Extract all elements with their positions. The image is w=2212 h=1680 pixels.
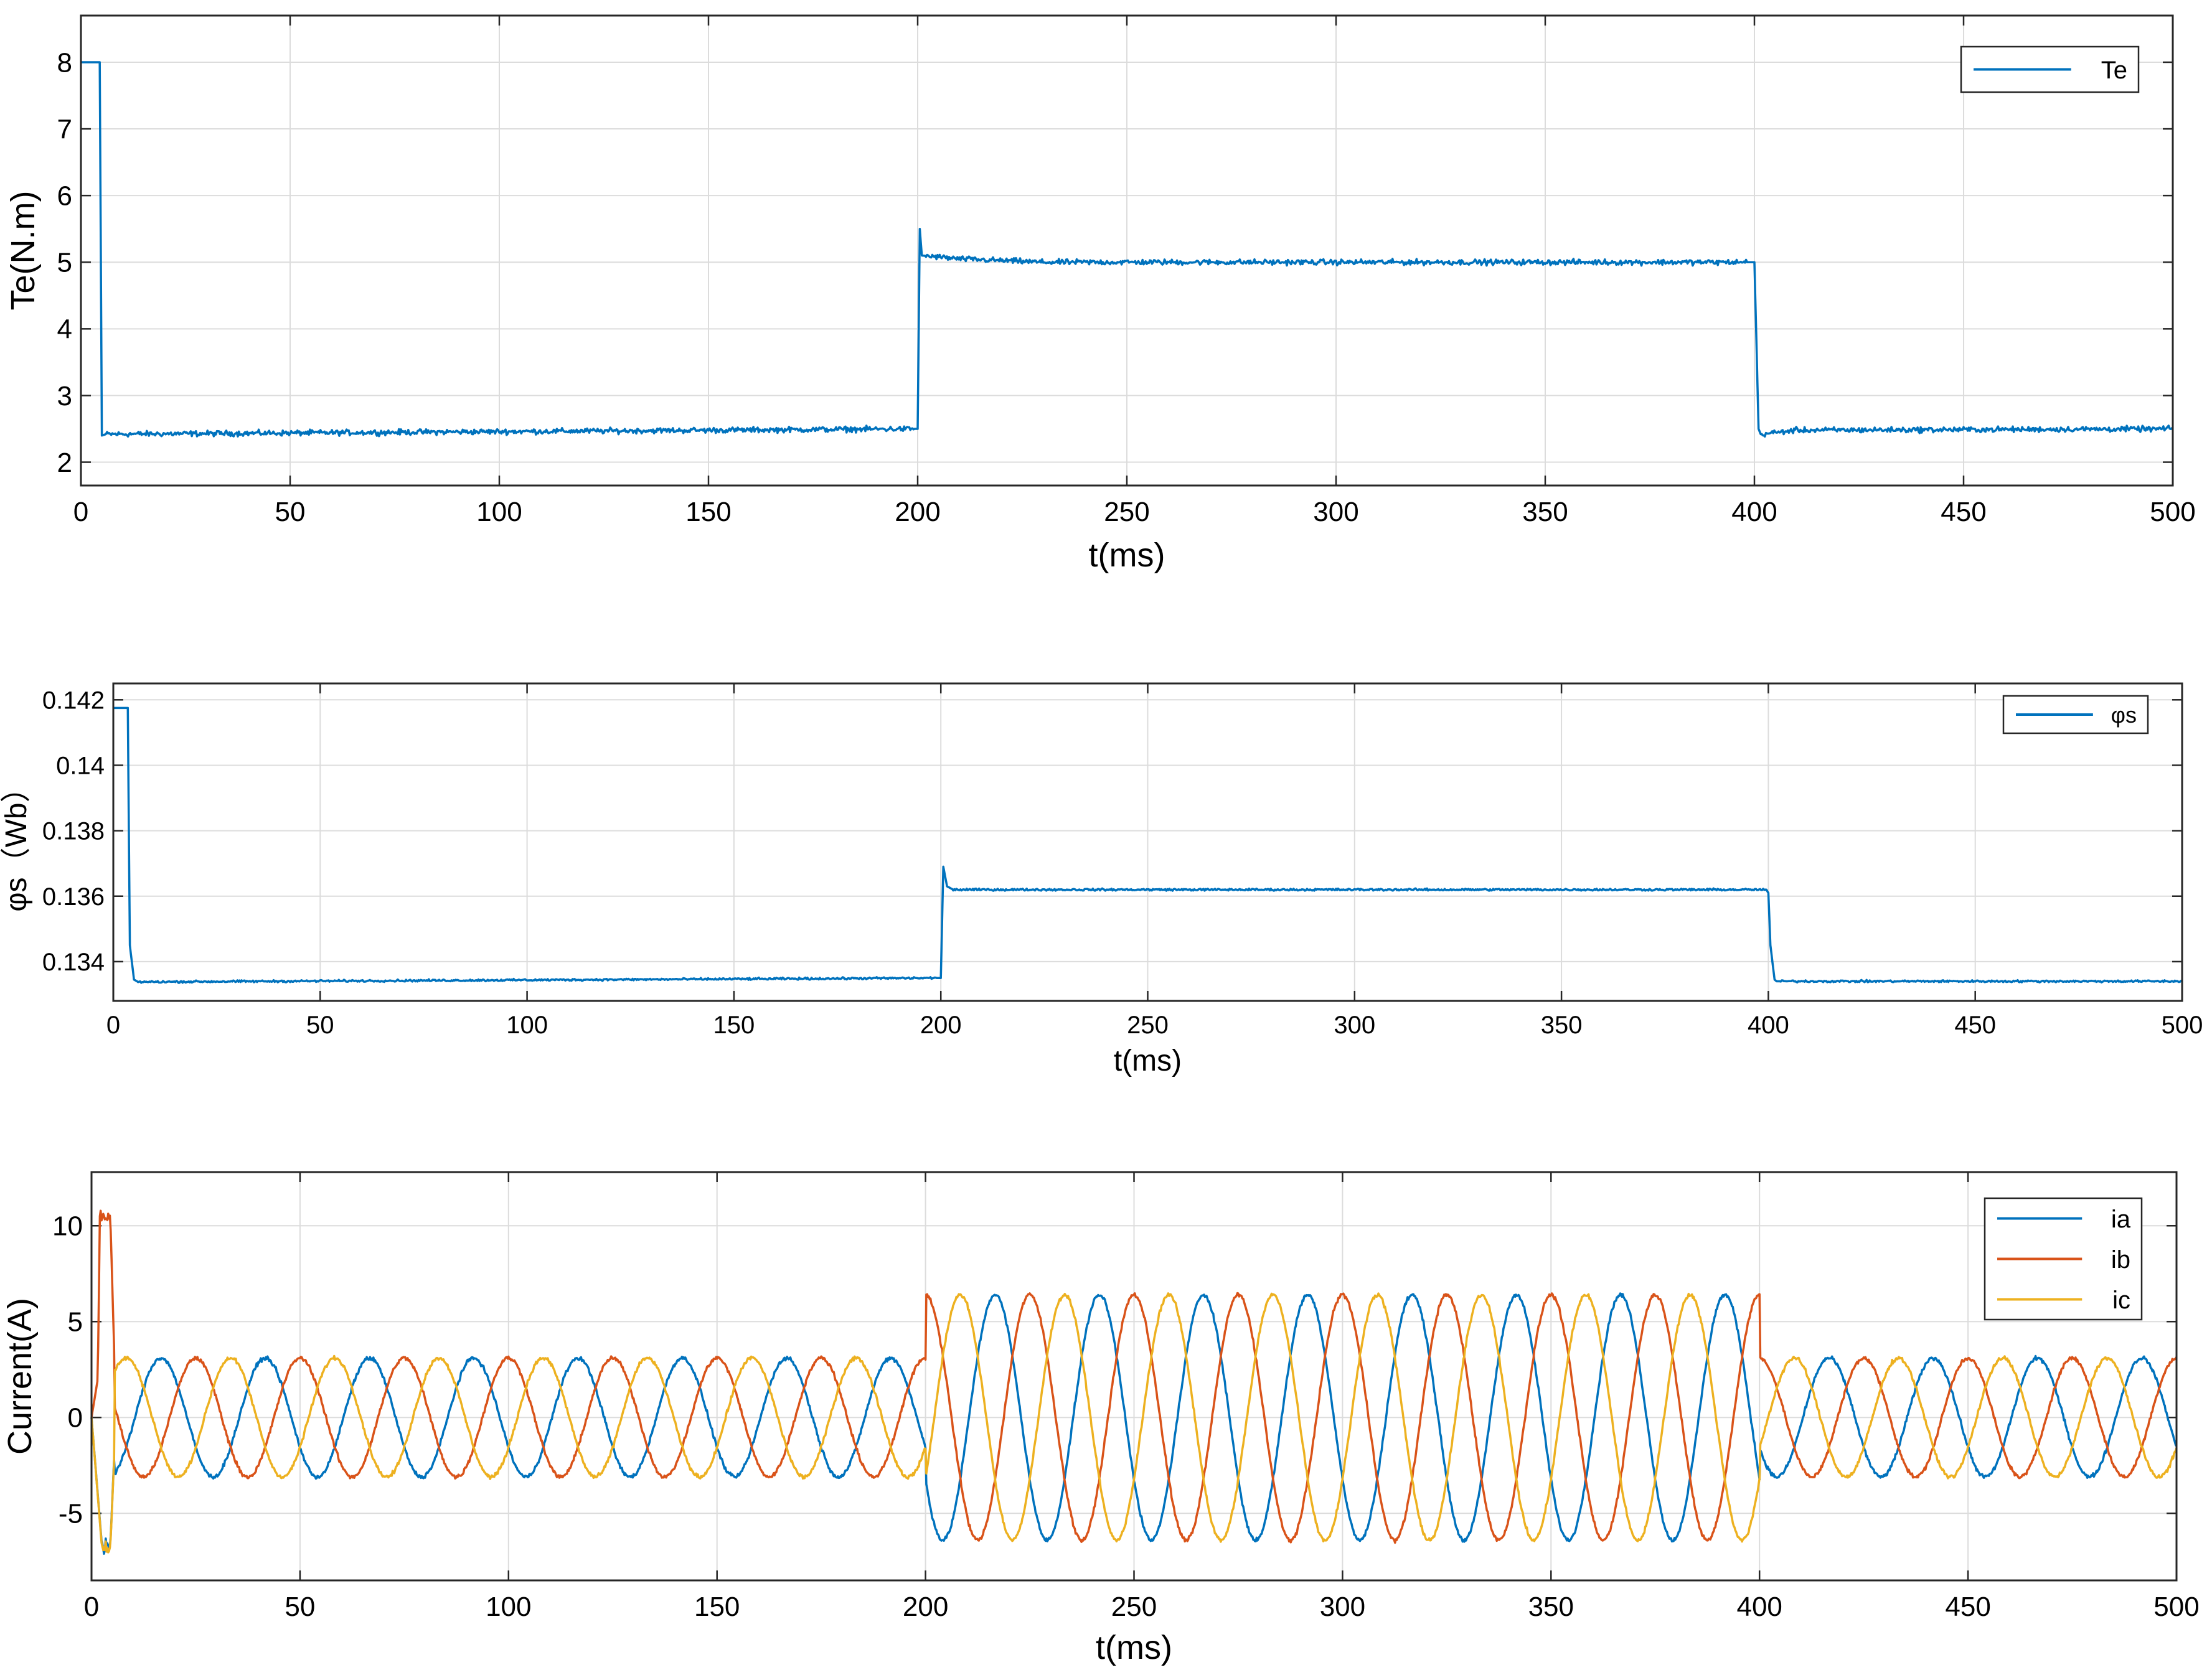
x-tick-label: 400 bbox=[1736, 1592, 1782, 1622]
x-tick-label: 150 bbox=[685, 497, 731, 527]
y-axis-label: φs（Wb） bbox=[0, 772, 33, 911]
x-tick-label: 250 bbox=[1111, 1592, 1157, 1622]
y-axis-label: Current(A) bbox=[1, 1298, 39, 1455]
y-tick-label: 0.136 bbox=[42, 883, 105, 911]
legend-label-Te: Te bbox=[2101, 57, 2127, 84]
chart-3-axes: 0 50 100 150 200 250 300 350 400 450 500 -5 0 5 10 t(ms… bbox=[1, 1172, 2200, 1666]
x-tick-label: 500 bbox=[2153, 1592, 2199, 1622]
chart-2-legend: φs bbox=[2002, 695, 2149, 734]
x-tick-label: 350 bbox=[1528, 1592, 1574, 1622]
y-tick-label: 4 bbox=[57, 314, 72, 345]
legend-label-φs: φs bbox=[2111, 702, 2137, 728]
x-tick-label: 100 bbox=[476, 497, 522, 527]
x-tick-label: 150 bbox=[713, 1011, 755, 1039]
x-axis-label: t(ms) bbox=[1089, 537, 1165, 574]
x-tick-label: 450 bbox=[1954, 1011, 1996, 1039]
y-tick-label: 0.14 bbox=[56, 752, 105, 779]
x-tick-label: 50 bbox=[285, 1592, 315, 1622]
x-tick-label: 0 bbox=[73, 497, 88, 527]
legend-label-ia: ia bbox=[2111, 1206, 2131, 1233]
y-axis-label: Te(N.m) bbox=[4, 191, 42, 311]
chart-3-frame bbox=[90, 1171, 2178, 1582]
y-tick-label: 6 bbox=[57, 181, 72, 212]
x-tick-label: 400 bbox=[1731, 497, 1777, 527]
x-tick-label: 50 bbox=[306, 1011, 334, 1039]
chart-2-frame bbox=[112, 682, 2183, 1002]
x-axis-label: t(ms) bbox=[1096, 1629, 1172, 1666]
x-tick-label: 250 bbox=[1127, 1011, 1169, 1039]
legend-label-ic: ic bbox=[2112, 1287, 2130, 1314]
x-tick-label: 300 bbox=[1320, 1592, 1365, 1622]
x-tick-label: 350 bbox=[1522, 497, 1568, 527]
y-tick-label: -5 bbox=[59, 1499, 83, 1529]
x-axis-label: t(ms) bbox=[1114, 1044, 1182, 1077]
x-tick-label: 50 bbox=[275, 497, 306, 527]
x-tick-label: 450 bbox=[1945, 1592, 1990, 1622]
x-tick-label: 300 bbox=[1313, 497, 1358, 527]
chart-2-axes: 0 50 100 150 200 250 300 350 400 450 500 0.134 0.136… bbox=[0, 683, 2203, 1077]
y-tick-label: 0.134 bbox=[42, 949, 105, 976]
series-line-φs bbox=[113, 706, 2183, 984]
chart-3-legend: ia ib ic bbox=[1984, 1197, 2143, 1321]
x-tick-label: 450 bbox=[1941, 497, 1986, 527]
x-tick-label: 500 bbox=[2162, 1011, 2203, 1039]
y-tick-label: 0.142 bbox=[42, 687, 105, 714]
x-tick-label: 500 bbox=[2150, 497, 2195, 527]
chart-1-frame bbox=[80, 14, 2174, 487]
x-tick-label: 0 bbox=[84, 1592, 99, 1622]
y-tick-label: 7 bbox=[57, 114, 72, 144]
chart-1-axes: 0 50 100 150 200 250 300 350 400 450 500 2 3 4 5 6 7 8 t(m… bbox=[4, 16, 2196, 574]
x-tick-label: 200 bbox=[895, 497, 940, 527]
x-tick-label: 350 bbox=[1541, 1011, 1583, 1039]
y-tick-label: 2 bbox=[57, 448, 72, 478]
series-line-ic bbox=[90, 1292, 2178, 1554]
x-tick-label: 250 bbox=[1104, 497, 1149, 527]
series-line-Te bbox=[80, 61, 2174, 438]
x-tick-label: 400 bbox=[1748, 1011, 1789, 1039]
y-tick-label: 0 bbox=[68, 1403, 83, 1434]
y-tick-label: 5 bbox=[57, 248, 72, 278]
y-tick-label: 5 bbox=[68, 1307, 83, 1338]
x-tick-label: 200 bbox=[920, 1011, 962, 1039]
legend-label-ib: ib bbox=[2111, 1246, 2130, 1274]
x-tick-label: 200 bbox=[903, 1592, 948, 1622]
x-tick-label: 150 bbox=[694, 1592, 740, 1622]
y-tick-label: 8 bbox=[57, 47, 72, 78]
x-tick-label: 100 bbox=[486, 1592, 531, 1622]
y-tick-label: 0.138 bbox=[42, 818, 105, 845]
chart-1-legend: Te bbox=[1960, 45, 2140, 93]
x-tick-label: 0 bbox=[106, 1011, 120, 1039]
x-tick-label: 100 bbox=[506, 1011, 548, 1039]
x-tick-label: 300 bbox=[1334, 1011, 1375, 1039]
y-tick-label: 10 bbox=[52, 1211, 83, 1242]
y-tick-label: 3 bbox=[57, 381, 72, 411]
